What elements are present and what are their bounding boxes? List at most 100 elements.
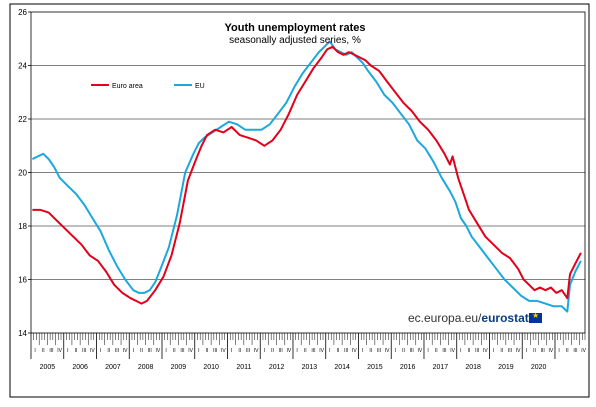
quarter-label: I: [493, 348, 494, 354]
quarter-label: IV: [90, 348, 95, 354]
series-line-euro-area: [32, 45, 582, 305]
quarter-label: I: [264, 348, 265, 354]
quarter-label: III: [115, 348, 119, 354]
quarter-label: IV: [287, 348, 292, 354]
y-tick-label: 22: [18, 115, 27, 124]
quarter-label: I: [34, 348, 35, 354]
quarter-label: II: [304, 348, 307, 354]
quarter-label: III: [573, 348, 577, 354]
year-label: 2016: [400, 364, 416, 371]
year-label: 2013: [302, 364, 318, 371]
year-label: 2009: [171, 364, 187, 371]
year-label: 2005: [40, 364, 56, 371]
year-label: 2020: [531, 364, 547, 371]
year-label: 2018: [465, 364, 481, 371]
quarter-label: IV: [57, 348, 62, 354]
year-label: 2014: [334, 364, 350, 371]
quarter-label: I: [558, 348, 559, 354]
quarter-label: IV: [254, 348, 259, 354]
series-line-eu: [31, 40, 582, 313]
quarter-label: IV: [450, 348, 455, 354]
legend: Euro area EU: [91, 83, 205, 90]
quarter-label: III: [49, 348, 53, 354]
y-axis: 14 16 18 20 22 24 26: [18, 8, 31, 338]
year-label: 2017: [433, 364, 449, 371]
quarter-label: IV: [385, 348, 390, 354]
year-label: 2015: [367, 364, 383, 371]
quarter-label: I: [526, 348, 527, 354]
y-tick-label: 20: [18, 169, 27, 178]
quarter-label: IV: [319, 348, 324, 354]
legend-label: Euro area: [112, 83, 143, 90]
quarter-label: II: [468, 348, 471, 354]
year-label: 2012: [269, 364, 285, 371]
quarter-label: I: [329, 348, 330, 354]
year-label: 2006: [72, 364, 88, 371]
y-tick-label: 26: [18, 8, 27, 17]
quarter-label: IV: [352, 348, 357, 354]
quarter-label: III: [442, 348, 446, 354]
eu-flag-icon: [529, 311, 542, 323]
quarter-label: II: [402, 348, 405, 354]
year-label: 2010: [203, 364, 219, 371]
quarter-label: II: [337, 348, 340, 354]
quarter-label: III: [377, 348, 381, 354]
legend-label: EU: [195, 83, 205, 90]
quarter-label: II: [435, 348, 438, 354]
quarter-label: I: [231, 348, 232, 354]
y-tick-label: 18: [18, 222, 27, 231]
quarter-label: II: [369, 348, 372, 354]
quarter-label: I: [362, 348, 363, 354]
quarter-label: III: [246, 348, 250, 354]
quarter-label: III: [508, 348, 512, 354]
quarter-label: IV: [483, 348, 488, 354]
quarter-label: IV: [188, 348, 193, 354]
series-lines: [31, 40, 582, 313]
quarter-label: I: [165, 348, 166, 354]
year-label: 2019: [498, 364, 514, 371]
quarter-label: I: [395, 348, 396, 354]
chart-subtitle: seasonally adjusted series, %: [229, 35, 361, 46]
quarter-label: III: [180, 348, 184, 354]
quarter-label: II: [500, 348, 503, 354]
quarter-label: I: [296, 348, 297, 354]
chart-title: Youth unemployment rates: [225, 22, 366, 34]
quarter-label: II: [238, 348, 241, 354]
quarter-label: II: [206, 348, 209, 354]
quarter-label: IV: [549, 348, 554, 354]
year-label: 2007: [105, 364, 121, 371]
quarter-label: IV: [581, 348, 586, 354]
quarter-label: II: [533, 348, 536, 354]
quarter-label: II: [107, 348, 110, 354]
y-tick-label: 16: [18, 276, 27, 285]
x-axis: I II III IV I II III IV I II III IV I II III IV I II III IV…: [30, 333, 587, 371]
quarter-label: II: [75, 348, 78, 354]
quarter-label: III: [82, 348, 86, 354]
y-tick-label: 24: [18, 62, 27, 71]
quarter-label: III: [541, 348, 545, 354]
eurostat-brand: ec.europa.eu/eurostat: [408, 311, 529, 325]
quarter-label: I: [427, 348, 428, 354]
quarter-label: III: [311, 348, 315, 354]
quarter-label: II: [173, 348, 176, 354]
quarter-label: I: [198, 348, 199, 354]
quarter-label: II: [271, 348, 274, 354]
quarter-label: III: [213, 348, 217, 354]
quarter-label: IV: [156, 348, 161, 354]
quarter-label: I: [100, 348, 101, 354]
brand-name: eurostat: [481, 311, 529, 325]
quarter-label: IV: [221, 348, 226, 354]
quarter-label: IV: [123, 348, 128, 354]
quarter-label: II: [566, 348, 569, 354]
quarter-label: II: [42, 348, 45, 354]
year-label: 2008: [138, 364, 154, 371]
quarter-label: I: [67, 348, 68, 354]
quarter-label: III: [279, 348, 283, 354]
quarter-label: II: [140, 348, 143, 354]
quarter-label: III: [344, 348, 348, 354]
quarter-label: IV: [516, 348, 521, 354]
quarter-label: III: [410, 348, 414, 354]
quarter-label: I: [460, 348, 461, 354]
